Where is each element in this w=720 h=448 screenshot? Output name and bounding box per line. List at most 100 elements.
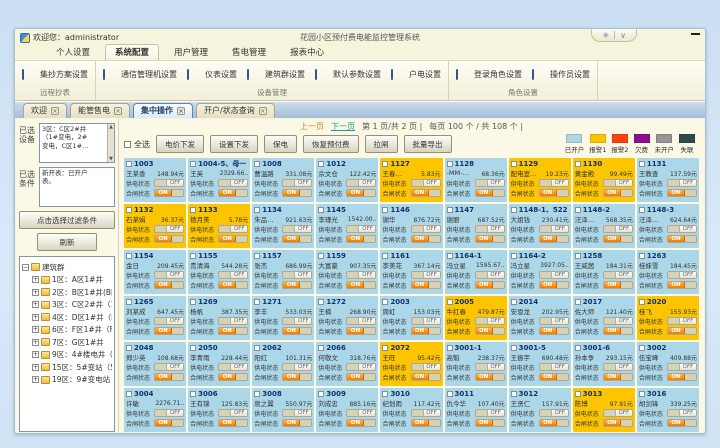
switch-status-toggle[interactable]: ON	[154, 373, 185, 381]
meter-card[interactable]: 2020 桂飞 155.93元 供电状态 OFF 合闸状态 ON	[636, 296, 699, 340]
toolbar-button-0[interactable]: 电价下发	[156, 135, 204, 153]
ribbon-button-2-0[interactable]: 登录角色设置	[456, 69, 522, 80]
select-all[interactable]: 全选	[124, 139, 150, 150]
supply-status-toggle[interactable]: OFF	[218, 363, 249, 371]
card-checkbox[interactable]	[446, 344, 453, 351]
meter-card[interactable]: 2005 牛红春 479.87元 供电状态 OFF 合闸状态 ON	[444, 296, 507, 340]
supply-status-toggle[interactable]: OFF	[538, 409, 569, 417]
close-icon[interactable]: ×	[177, 106, 185, 115]
switch-status-toggle[interactable]: ON	[538, 189, 569, 197]
supply-status-toggle[interactable]: OFF	[602, 179, 633, 187]
selected-condition-listbox[interactable]: 新开表：已开户 表。	[39, 167, 115, 207]
switch-status-toggle[interactable]: ON	[538, 327, 569, 335]
card-checkbox[interactable]	[190, 160, 197, 167]
supply-status-toggle[interactable]: OFF	[474, 179, 505, 187]
meter-card[interactable]: 3006 王有锦 125.83元 供电状态 OFF 合闸状态 ON	[188, 388, 251, 432]
supply-status-toggle[interactable]: OFF	[218, 225, 249, 233]
card-checkbox[interactable]	[574, 206, 581, 213]
supply-status-toggle[interactable]: OFF	[218, 409, 249, 417]
card-checkbox[interactable]	[574, 160, 581, 167]
supply-status-toggle[interactable]: OFF	[154, 225, 185, 233]
supply-status-toggle[interactable]: OFF	[474, 363, 505, 371]
meter-card[interactable]: 3016 胡剑锋 339.25元 供电状态 OFF 合闸状态 ON	[636, 388, 699, 432]
meter-card[interactable]: 3004 许敏 2276.71.. 供电状态 OFF 合闸状态 ON	[124, 388, 187, 432]
supply-status-toggle[interactable]: OFF	[666, 317, 697, 325]
switch-status-toggle[interactable]: ON	[218, 189, 249, 197]
card-checkbox[interactable]	[190, 344, 197, 351]
doc-tab-3[interactable]: 开户/状态查询 ×	[196, 103, 275, 118]
chevron-down-icon[interactable]: ∨	[620, 30, 626, 40]
switch-status-toggle[interactable]: ON	[666, 419, 697, 427]
supply-status-toggle[interactable]: OFF	[538, 363, 569, 371]
tree-expander-icon[interactable]: +	[32, 288, 39, 296]
ribbon-button-1-0[interactable]: 通信管理机设置	[103, 69, 177, 80]
supply-status-toggle[interactable]: OFF	[282, 409, 313, 417]
toolbar-button-5[interactable]: 批量导出	[403, 135, 452, 153]
card-checkbox[interactable]	[446, 160, 453, 167]
card-checkbox[interactable]	[574, 298, 581, 305]
supply-status-toggle[interactable]: OFF	[282, 271, 313, 279]
switch-status-toggle[interactable]: ON	[474, 189, 505, 197]
supply-status-toggle[interactable]: OFF	[218, 271, 249, 279]
toolbar-button-3[interactable]: 恢复预付费	[303, 135, 359, 153]
card-checkbox[interactable]	[190, 298, 197, 305]
meter-card[interactable]: 1132 石某娟 36.37元 供电状态 OFF 合闸状态 ON	[124, 204, 187, 248]
supply-status-toggle[interactable]: OFF	[602, 225, 633, 233]
supply-status-toggle[interactable]: OFF	[282, 225, 313, 233]
meter-card[interactable]: 3013 陈博 97.91元 供电状态 OFF 合闸状态 ON	[572, 388, 635, 432]
card-checkbox[interactable]	[510, 390, 517, 397]
card-checkbox[interactable]	[254, 344, 261, 351]
meter-card[interactable]: 1133 德月美 5.78元 供电状态 OFF 合闸状态 ON	[188, 204, 251, 248]
doc-tab-2[interactable]: 集中操作 ×	[133, 103, 193, 118]
meter-card[interactable]: 2050 李青雨 228.44元 供电状态 OFF 合闸状态 ON	[188, 342, 251, 386]
switch-status-toggle[interactable]: ON	[474, 327, 505, 335]
toolbar-button-2[interactable]: 保电	[264, 135, 297, 153]
card-checkbox[interactable]	[382, 160, 389, 167]
switch-status-toggle[interactable]: ON	[282, 281, 313, 289]
meter-card[interactable]: 1148-1、522 大姐钱 230.41元 供电状态 OFF 合闸状态 ON	[508, 204, 571, 248]
meter-card[interactable]: 3008 席之翼 550.97元 供电状态 OFF 合闸状态 ON	[252, 388, 315, 432]
tree-node-7[interactable]: +15区：5#变站（5#变	[32, 362, 112, 373]
card-checkbox[interactable]	[190, 390, 197, 397]
switch-status-toggle[interactable]: ON	[346, 419, 377, 427]
tree-expander-icon[interactable]: +	[32, 363, 39, 371]
switch-status-toggle[interactable]: ON	[410, 419, 441, 427]
meter-card[interactable]: 1131 王教查 137.59元 供电状态 OFF 合闸状态 ON	[636, 158, 699, 202]
switch-status-toggle[interactable]: ON	[154, 235, 185, 243]
scrollbar[interactable]: ▲ ▼	[107, 124, 114, 162]
meter-card[interactable]: 1271 李丰 533.03元 供电状态 OFF 合闸状态 ON	[252, 296, 315, 340]
tree-expander-icon[interactable]: +	[32, 351, 39, 358]
select-all-checkbox[interactable]	[124, 140, 131, 148]
meter-card[interactable]: 2014 安恩龙 202.95元 供电状态 OFF 合闸状态 ON	[508, 296, 571, 340]
card-checkbox[interactable]	[638, 390, 645, 397]
supply-status-toggle[interactable]: OFF	[602, 271, 633, 279]
switch-status-toggle[interactable]: ON	[602, 189, 633, 197]
supply-status-toggle[interactable]: OFF	[154, 179, 185, 187]
supply-status-toggle[interactable]: OFF	[410, 409, 441, 417]
supply-status-toggle[interactable]: OFF	[346, 363, 377, 371]
switch-status-toggle[interactable]: ON	[666, 189, 697, 197]
meter-card[interactable]: 3010 纪划雨 117.42元 供电状态 OFF 合闸状态 ON	[380, 388, 443, 432]
supply-status-toggle[interactable]: OFF	[538, 317, 569, 325]
supply-status-toggle[interactable]: OFF	[218, 317, 249, 325]
meter-card[interactable]: 3009 刘成忠 885.16元 供电状态 OFF 合闸状态 ON	[316, 388, 379, 432]
meter-card[interactable]: 3001-6 孙本争 293.15元 供电状态 OFF 合闸状态 ON	[572, 342, 635, 386]
card-checkbox[interactable]	[382, 344, 389, 351]
card-checkbox[interactable]	[574, 252, 581, 259]
close-icon[interactable]: ×	[114, 106, 122, 115]
switch-status-toggle[interactable]: ON	[154, 281, 185, 289]
meter-card[interactable]: 1148-3 汪泽… 624.64元 供电状态 OFF 合闸状态 ON	[636, 204, 699, 248]
meter-card[interactable]: 1159 大富豪 907.35元 供电状态 OFF 合闸状态 ON	[316, 250, 379, 294]
tree-expander-icon[interactable]: −	[22, 263, 29, 271]
supply-status-toggle[interactable]: OFF	[410, 363, 441, 371]
supply-status-toggle[interactable]: OFF	[410, 271, 441, 279]
meter-card[interactable]: 2003 周虹 153.03元 供电状态 OFF 合闸状态 ON	[380, 296, 443, 340]
switch-status-toggle[interactable]: ON	[602, 327, 633, 335]
card-checkbox[interactable]	[510, 344, 517, 351]
card-checkbox[interactable]	[126, 298, 132, 305]
meter-card[interactable]: 1155 贵清海 544.28元 供电状态 OFF 合闸状态 ON	[188, 250, 251, 294]
supply-status-toggle[interactable]: OFF	[154, 363, 185, 371]
scroll-down-icon[interactable]: ▼	[109, 155, 113, 162]
switch-status-toggle[interactable]: ON	[218, 419, 249, 427]
card-checkbox[interactable]	[318, 252, 325, 259]
